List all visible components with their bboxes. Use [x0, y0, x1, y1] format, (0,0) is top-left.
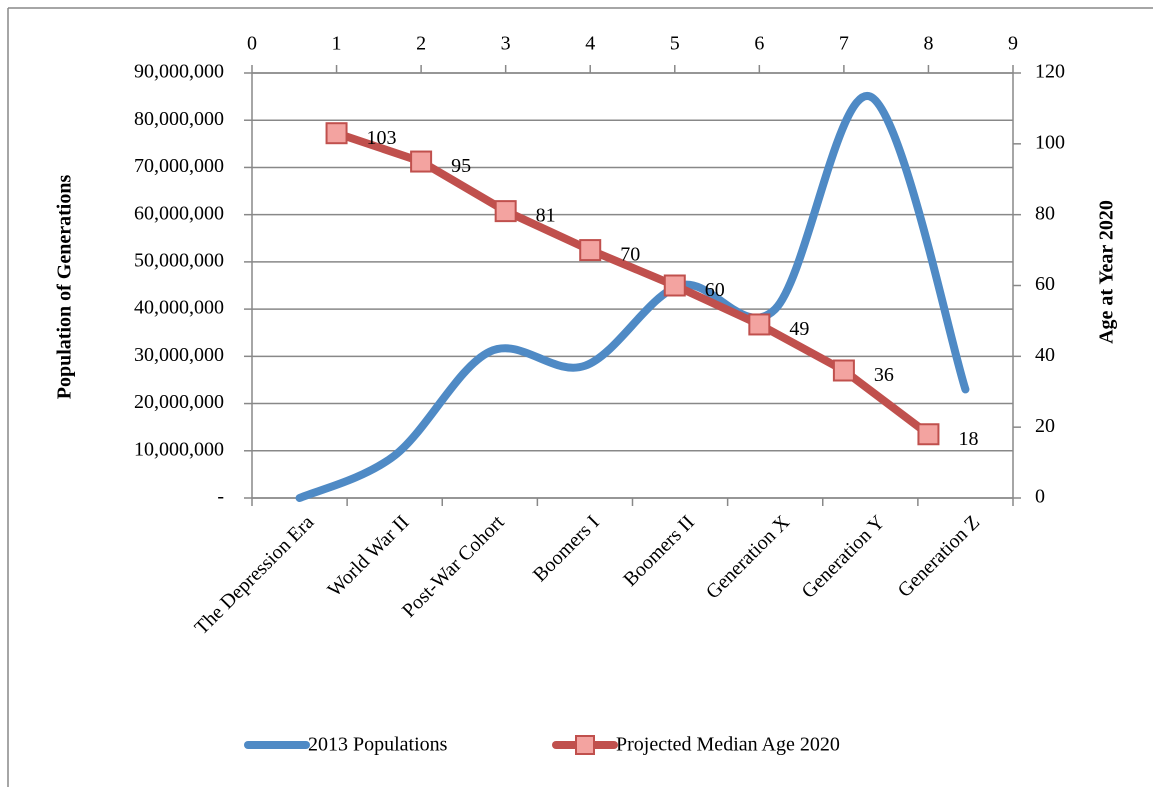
x2-tick-label: 0	[247, 33, 257, 55]
marker	[832, 359, 855, 382]
legend-marker	[575, 735, 595, 755]
x2-tick-label: 2	[416, 33, 426, 55]
value-label: 95	[451, 155, 471, 177]
x-tick-label: Boomers II	[619, 511, 699, 591]
x-tick-label: World War II	[323, 511, 413, 601]
x2-tick-label: 5	[670, 33, 680, 55]
y2-tick-label: 120	[1035, 61, 1065, 83]
y2-tick-label: 80	[1035, 202, 1055, 224]
y-tick-label: 80,000,000	[134, 108, 224, 130]
x-tick-label: Generation X	[702, 511, 795, 604]
value-label: 36	[874, 364, 894, 386]
x-tick-label: Post-War Cohort	[398, 511, 509, 622]
y-axis-title: Population of Generations	[54, 175, 76, 400]
value-label: 70	[620, 244, 640, 266]
marker	[579, 239, 602, 262]
y-tick-label: 20,000,000	[134, 391, 224, 413]
x2-tick-label: 7	[839, 33, 849, 55]
y-tick-label: -	[217, 486, 224, 508]
value-label: 18	[958, 428, 978, 450]
y-tick-label: 30,000,000	[134, 344, 224, 366]
y-tick-label: 40,000,000	[134, 297, 224, 319]
marker	[325, 122, 348, 145]
marker	[663, 274, 686, 297]
y2-tick-label: 100	[1035, 131, 1065, 153]
y-tick-label: 60,000,000	[134, 202, 224, 224]
series-line	[332, 129, 933, 439]
value-label: 60	[705, 279, 725, 301]
marker	[917, 423, 940, 446]
marker	[748, 313, 771, 336]
x2-tick-label: 3	[501, 33, 511, 55]
legend-label: Projected Median Age 2020	[616, 734, 840, 756]
x2-tick-label: 9	[1008, 33, 1018, 55]
y2-axis-title: Age at Year 2020	[1096, 200, 1118, 344]
legend-label: 2013 Populations	[308, 734, 448, 756]
value-label: 103	[367, 127, 397, 149]
y-tick-label: 10,000,000	[134, 438, 224, 460]
x-tick-label: Boomers I	[529, 511, 604, 586]
y-tick-label: 90,000,000	[134, 61, 224, 83]
x2-tick-label: 1	[332, 33, 342, 55]
x2-tick-label: 4	[585, 33, 595, 55]
value-label: 49	[789, 318, 809, 340]
y2-tick-label: 60	[1035, 273, 1055, 295]
y2-tick-label: 40	[1035, 344, 1055, 366]
x-tick-label: Generation Y	[797, 511, 889, 603]
marker	[410, 150, 433, 173]
x2-tick-label: 8	[923, 33, 933, 55]
y-tick-label: 70,000,000	[134, 155, 224, 177]
x-tick-label: Generation Z	[894, 511, 985, 602]
marker	[494, 200, 517, 223]
x2-tick-label: 6	[754, 33, 764, 55]
y2-tick-label: 0	[1035, 486, 1045, 508]
y-tick-label: 50,000,000	[134, 249, 224, 271]
x-tick-label: The Depression Era	[190, 511, 318, 639]
y2-tick-label: 20	[1035, 415, 1055, 437]
value-label: 81	[536, 205, 556, 227]
